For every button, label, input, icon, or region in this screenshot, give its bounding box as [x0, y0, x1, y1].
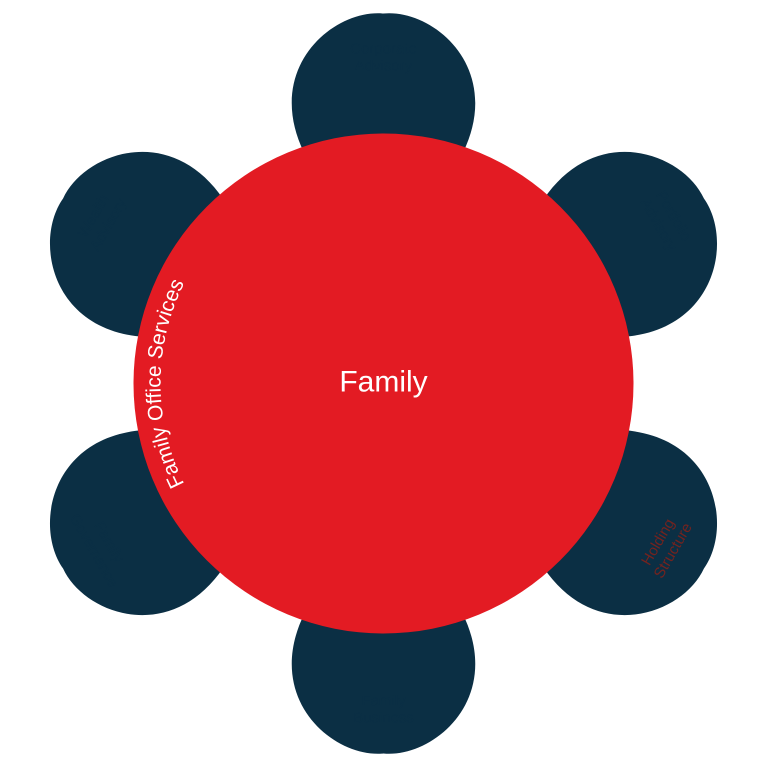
radial-diagram: Family Office Services Family WealthAdvi… [0, 0, 767, 767]
petal-1 [292, 13, 476, 153]
petal-label-1: CorporateAdvisory [350, 40, 417, 74]
diagram-svg: Family Office Services Family WealthAdvi… [0, 0, 767, 767]
center-label: Family [339, 365, 427, 398]
petal-label-4: FamilyBusiness [353, 692, 414, 726]
petal-4 [292, 614, 476, 754]
